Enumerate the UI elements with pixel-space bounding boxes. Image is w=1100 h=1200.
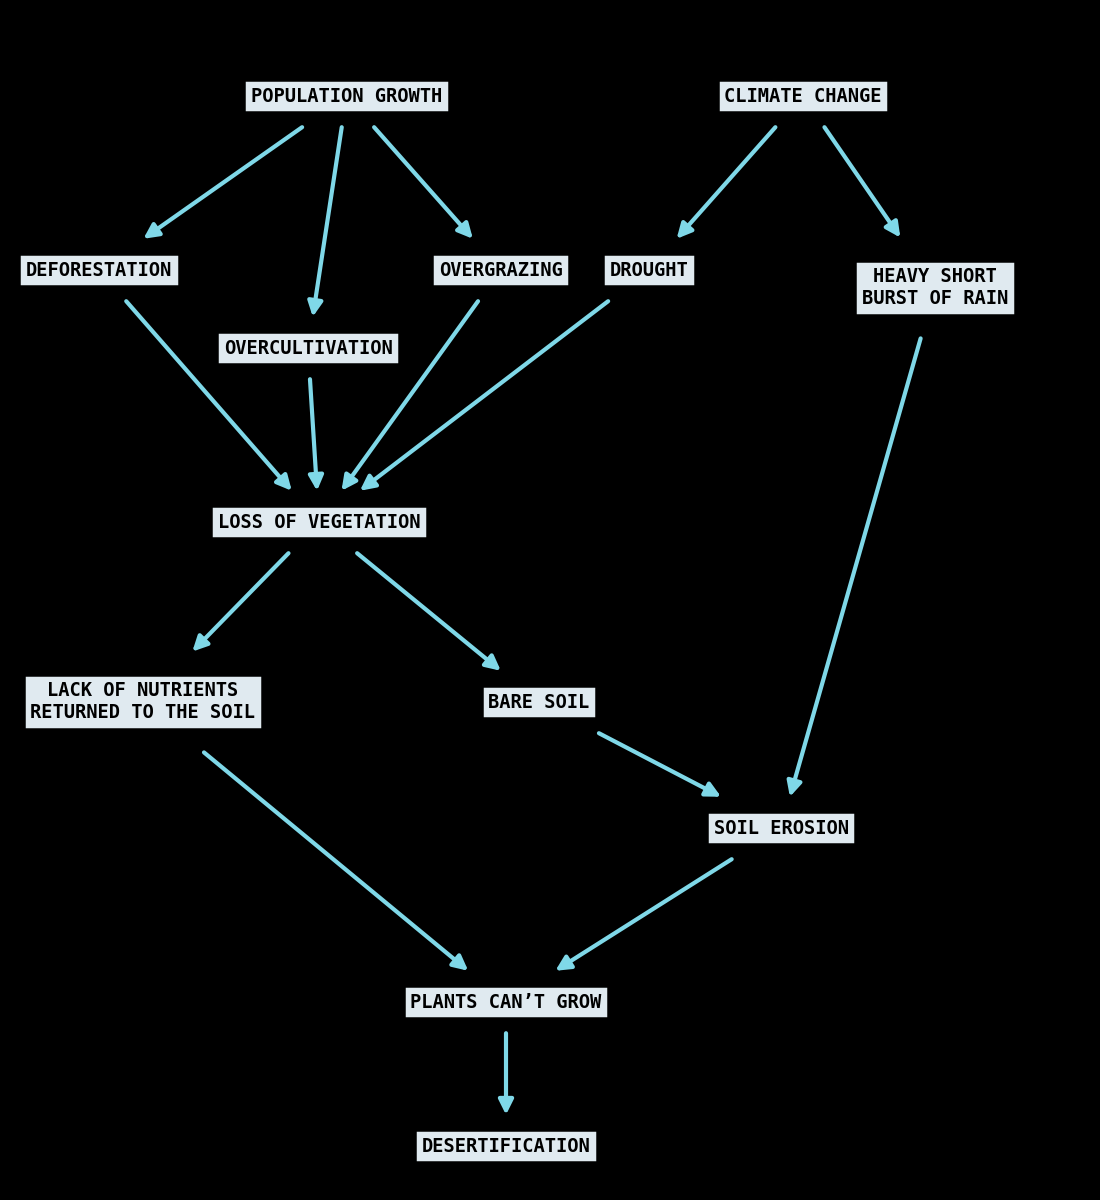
Text: LACK OF NUTRIENTS
RETURNED TO THE SOIL: LACK OF NUTRIENTS RETURNED TO THE SOIL	[31, 682, 255, 722]
Text: POPULATION GROWTH: POPULATION GROWTH	[251, 86, 442, 106]
Text: DEFORESTATION: DEFORESTATION	[26, 260, 172, 280]
Text: LOSS OF VEGETATION: LOSS OF VEGETATION	[218, 512, 420, 532]
Text: PLANTS CAN’T GROW: PLANTS CAN’T GROW	[410, 992, 602, 1012]
Text: HEAVY SHORT
BURST OF RAIN: HEAVY SHORT BURST OF RAIN	[862, 268, 1008, 308]
Text: SOIL EROSION: SOIL EROSION	[714, 818, 848, 838]
Text: BARE SOIL: BARE SOIL	[488, 692, 590, 712]
Text: DROUGHT: DROUGHT	[609, 260, 689, 280]
Text: OVERCULTIVATION: OVERCULTIVATION	[223, 338, 393, 358]
Text: OVERGRAZING: OVERGRAZING	[439, 260, 562, 280]
Text: CLIMATE CHANGE: CLIMATE CHANGE	[724, 86, 882, 106]
Text: DESERTIFICATION: DESERTIFICATION	[421, 1136, 591, 1156]
